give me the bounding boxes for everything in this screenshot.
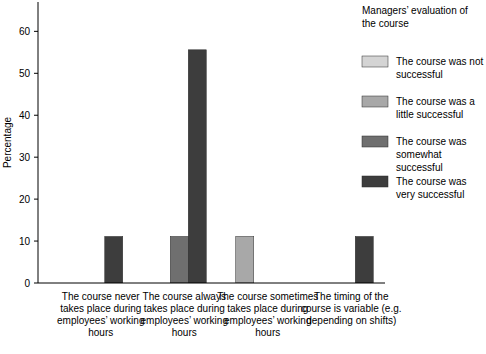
y-tick: [34, 115, 38, 116]
chart: 0102030405060The course nevertakes place…: [0, 0, 486, 354]
text-line: hours: [255, 327, 280, 338]
legend-label: The course was very successful: [396, 176, 467, 200]
x-tick-label: The course sometimestakes place duringem…: [217, 291, 318, 338]
legend-title: Managers’ evaluation of the course: [362, 5, 468, 29]
y-axis-label: Percentage: [2, 116, 13, 168]
bar: [105, 236, 123, 283]
x-tick-label: The timing of thecourse is variable (e.g…: [301, 291, 402, 326]
y-tick: [34, 241, 38, 242]
legend: Managers’ evaluation of the course The cou…: [362, 5, 483, 200]
y-tick: [34, 199, 38, 200]
text-line: employees’ working: [224, 315, 311, 326]
legend-swatch: [362, 176, 388, 187]
bar: [355, 236, 373, 283]
text-line: hours: [172, 327, 197, 338]
y-tick-label: 0: [24, 278, 30, 289]
legend-label: The course was not successful: [396, 56, 483, 80]
text-line: somewhat: [396, 149, 442, 160]
text-line: The course was a: [396, 96, 475, 107]
y-tick: [34, 31, 38, 32]
bar: [170, 236, 188, 283]
text-line: course is variable (e.g.: [301, 303, 402, 314]
bar: [188, 50, 206, 283]
text-line: employees’ working: [141, 315, 228, 326]
y-tick: [34, 73, 38, 74]
text-line: successful: [396, 162, 443, 173]
legend-swatch: [362, 136, 388, 147]
bar: [236, 236, 254, 283]
y-tick-label: 10: [19, 236, 31, 247]
y-tick-label: 40: [19, 110, 31, 121]
y-tick-label: 30: [19, 152, 31, 163]
y-tick-label: 60: [19, 26, 31, 37]
text-line: The course sometimes: [217, 291, 318, 302]
legend-swatch: [362, 96, 388, 107]
text-line: hours: [88, 327, 113, 338]
y-tick-label: 50: [19, 68, 31, 79]
y-tick: [34, 283, 38, 284]
text-line: employees’ working: [57, 315, 144, 326]
legend-label: The course was somewhat successful: [396, 136, 467, 173]
y-tick-label: 20: [19, 194, 31, 205]
text-line: takes place during: [60, 303, 141, 314]
text-line: depending on shifts): [306, 315, 396, 326]
text-line: takes place during: [227, 303, 308, 314]
x-tick-label: The course nevertakes place duringemploy…: [57, 291, 144, 338]
text-line: very successful: [396, 189, 464, 200]
text-line: The course was not: [396, 56, 483, 67]
bars: [105, 50, 374, 283]
y-axis: [38, 2, 39, 283]
x-tick-label: The course alwaystakes place duringemplo…: [141, 291, 228, 338]
text-line: The course never: [62, 291, 140, 302]
legend-label: The course was a little successful: [396, 96, 475, 120]
y-tick: [34, 157, 38, 158]
text-line: successful: [396, 69, 443, 80]
text-line: The course always: [143, 291, 226, 302]
text-line: takes place during: [144, 303, 225, 314]
text-line: The timing of the: [314, 291, 389, 302]
text-line: The course was: [396, 136, 467, 147]
text-line: Managers’ evaluation of: [362, 5, 468, 16]
legend-swatch: [362, 56, 388, 67]
text-line: little successful: [396, 109, 463, 120]
text-line: The course was: [396, 176, 467, 187]
x-axis: [38, 283, 385, 284]
text-line: the course: [362, 18, 409, 29]
